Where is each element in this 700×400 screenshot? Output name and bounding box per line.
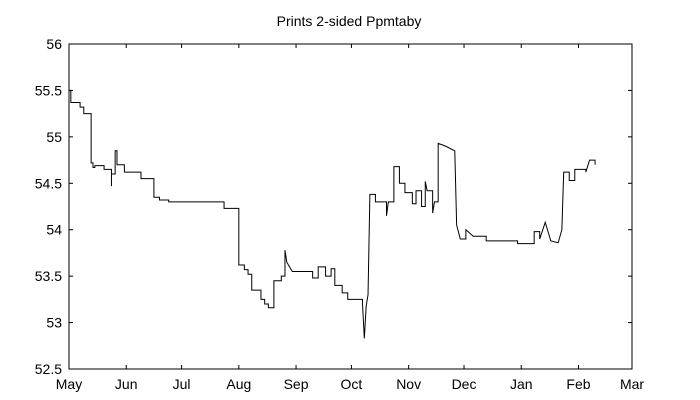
y-tick-label: 56: [46, 36, 62, 52]
y-tick-label: 54: [46, 222, 62, 238]
x-tick-label: Jul: [173, 376, 191, 392]
y-axis: 52.5 53 53.5 54 54.5 55 55.5 56: [35, 36, 632, 377]
y-tick-label: 55.5: [35, 82, 62, 98]
x-tick-label: May: [56, 376, 82, 392]
x-tick-label: Feb: [566, 376, 590, 392]
x-tick-label: Aug: [226, 376, 251, 392]
series-layer: [69, 89, 596, 339]
x-tick-label: Dec: [452, 376, 477, 392]
x-tick-label: Sep: [284, 376, 309, 392]
chart-title: Prints 2-sided Ppmtaby: [277, 13, 422, 29]
y-tick-label: 53: [46, 315, 62, 331]
x-axis: May Jun Jul Aug Sep Oct Nov Dec Jan Feb Mar: [56, 44, 644, 392]
x-tick-label: Nov: [396, 376, 421, 392]
y-tick-label: 55: [46, 129, 62, 145]
plot-frame: [68, 43, 633, 370]
x-tick-label: Jan: [510, 376, 533, 392]
x-tick-label: Oct: [341, 376, 363, 392]
x-tick-label: Mar: [620, 376, 644, 392]
y-tick-label: 52.5: [35, 361, 62, 377]
x-tick-label: Jun: [115, 376, 138, 392]
y-tick-label: 53.5: [35, 268, 62, 284]
y-tick-label: 54.5: [35, 175, 62, 191]
series-line-0: [69, 89, 596, 339]
